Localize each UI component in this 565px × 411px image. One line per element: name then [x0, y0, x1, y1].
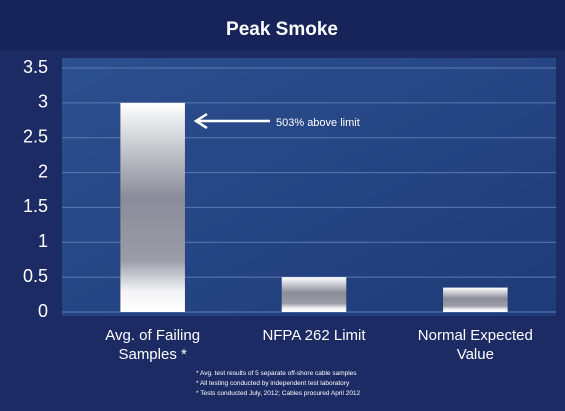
y-tick-label: 0.5 — [23, 266, 48, 286]
bar — [120, 102, 185, 312]
chart-title: Peak Smoke — [226, 19, 338, 40]
bar — [443, 287, 508, 312]
y-tick-label: 1 — [38, 231, 48, 251]
arrow-head — [193, 112, 208, 130]
title-banner — [0, 0, 565, 50]
y-tick-label: 2.5 — [23, 126, 48, 146]
footnote: * Avg. test results of 5 separate off-sh… — [196, 370, 357, 377]
bar — [281, 277, 347, 312]
x-tick-label: NFPA 262 Limit — [262, 327, 366, 344]
y-tick-label: 3.5 — [23, 57, 48, 77]
x-tick-label: Normal Expected Value — [417, 327, 533, 363]
footnote: * All testing conducted by independent t… — [196, 380, 350, 387]
y-tick-label: 2 — [38, 161, 48, 181]
footnote: * Tests conducted July, 2012; Cables pro… — [196, 390, 361, 397]
y-tick-label: 0 — [38, 301, 48, 321]
y-tick-label: 1.5 — [23, 196, 48, 216]
annotation: 503% above limit — [276, 117, 360, 129]
x-tick-label: Avg. of Failing Samples * — [105, 327, 201, 363]
y-tick-label: 3 — [38, 92, 48, 112]
